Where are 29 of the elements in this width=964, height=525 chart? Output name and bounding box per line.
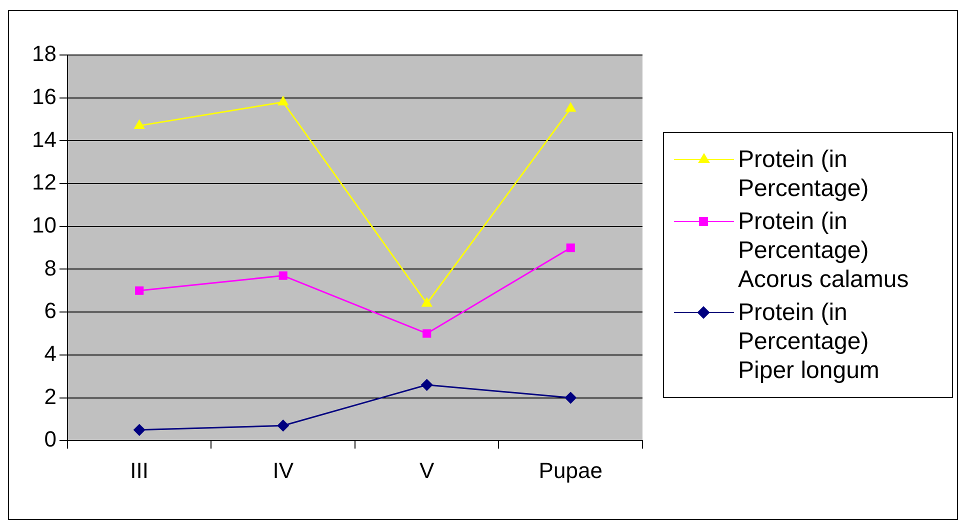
x-tick-label: V <box>420 458 435 483</box>
y-tick-label: 2 <box>44 384 56 409</box>
point <box>566 102 576 112</box>
point <box>422 329 432 338</box>
point <box>566 244 575 252</box>
x-tick-label: III <box>130 458 149 483</box>
y-tick-label: 18 <box>32 41 56 66</box>
y-tick-label: 4 <box>44 340 56 366</box>
point <box>564 392 576 404</box>
point <box>135 286 144 295</box>
point <box>278 271 288 280</box>
point <box>421 379 433 391</box>
point <box>134 120 144 129</box>
legend-label: Protein (in Percentage) <box>738 145 870 203</box>
y-tick-label: 8 <box>44 255 56 280</box>
y-tick-label: 14 <box>32 126 56 152</box>
point <box>278 96 288 106</box>
legend-label: Protein (in Percentage) Piper longum <box>738 298 880 385</box>
y-tick-label: 12 <box>32 170 56 195</box>
y-tick-label: 0 <box>44 426 56 452</box>
y-tick-label: 16 <box>32 84 56 109</box>
x-tick-label: IV <box>272 458 294 483</box>
y-tick-label: 10 <box>32 212 56 238</box>
point <box>422 298 432 307</box>
point <box>277 420 289 432</box>
y-tick-label: 6 <box>44 298 56 324</box>
x-tick-label: Pupae <box>538 458 602 483</box>
legend-label: Protein (in Percentage) Acorus calamus <box>738 207 910 294</box>
point <box>134 424 146 436</box>
